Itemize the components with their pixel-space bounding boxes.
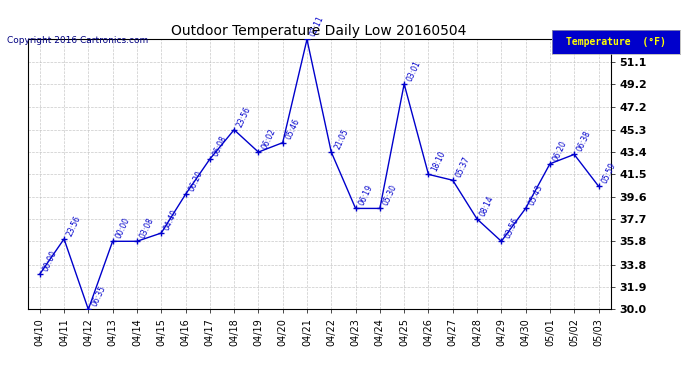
Text: 05:59: 05:59 <box>600 161 618 185</box>
Text: 06:35: 06:35 <box>90 284 107 308</box>
Text: 04:40: 04:40 <box>163 208 180 232</box>
Text: 00:00: 00:00 <box>41 249 59 273</box>
Text: 00:00: 00:00 <box>114 216 132 240</box>
Text: Temperature  (°F): Temperature (°F) <box>566 37 666 47</box>
Text: 03:08: 03:08 <box>138 216 156 240</box>
Text: 05:30: 05:30 <box>382 183 399 207</box>
Text: 18:10: 18:10 <box>430 150 447 173</box>
Text: 23:56: 23:56 <box>66 214 83 237</box>
Text: 05:46: 05:46 <box>284 117 302 141</box>
Text: 02:11: 02:11 <box>308 15 326 38</box>
Text: Copyright 2016 Cartronics.com: Copyright 2016 Cartronics.com <box>7 36 148 45</box>
Text: 06:08: 06:08 <box>211 134 228 158</box>
Text: 06:20: 06:20 <box>187 170 204 193</box>
Text: 23:56: 23:56 <box>235 105 253 128</box>
Text: 03:56: 03:56 <box>503 216 520 240</box>
Text: 03:01: 03:01 <box>406 59 423 82</box>
Text: 06:38: 06:38 <box>575 129 593 153</box>
Text: 06:02: 06:02 <box>259 127 277 151</box>
Title: Outdoor Temperature Daily Low 20160504: Outdoor Temperature Daily Low 20160504 <box>171 24 467 38</box>
Text: 05:37: 05:37 <box>454 155 471 179</box>
Text: 21:05: 21:05 <box>333 127 350 151</box>
Text: 08:14: 08:14 <box>478 194 496 217</box>
Text: 06:20: 06:20 <box>551 139 569 162</box>
Text: 06:19: 06:19 <box>357 183 375 207</box>
Text: 05:43: 05:43 <box>527 183 544 207</box>
